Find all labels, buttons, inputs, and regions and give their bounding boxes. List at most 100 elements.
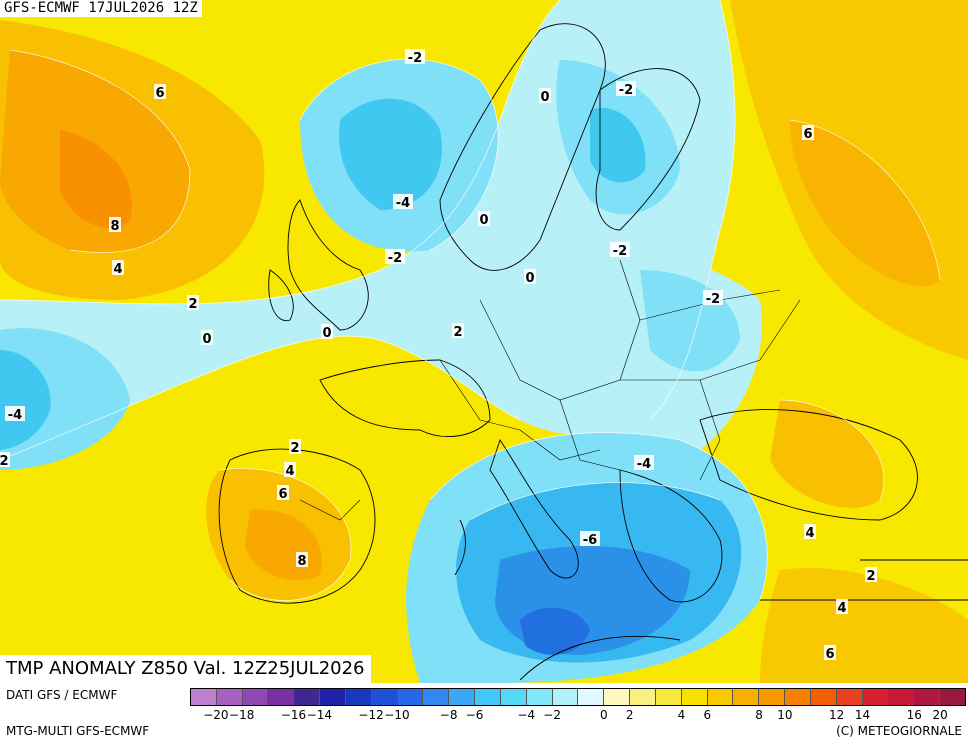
legend-swatch <box>449 689 476 705</box>
legend-swatch <box>888 689 915 705</box>
legend-swatch <box>475 689 501 705</box>
legend-swatch <box>707 689 734 705</box>
legend-swatch <box>578 689 605 705</box>
contour-label: -4 <box>8 408 22 423</box>
legend-swatch <box>810 689 837 705</box>
legend-swatch <box>733 689 760 705</box>
legend-swatch <box>191 689 217 705</box>
contour-label: 2 <box>866 569 875 584</box>
model-label: MTG-MULTI GFS-ECMWF <box>6 724 150 738</box>
color-scale-ticks: −20 −18 −16 −14 −12 −10 −8 −6 −4 −2 0 2 4 6 8 10 12 14 16 2… <box>190 708 966 724</box>
contour-label-bg <box>385 249 405 264</box>
contour-label-bg <box>865 567 877 582</box>
legend-swatch <box>836 689 863 705</box>
contour-label: -2 <box>619 83 633 98</box>
contour-label-bg <box>289 439 301 454</box>
legend-tick-label: 12 <box>829 708 845 722</box>
contour-label-bg <box>824 645 836 660</box>
contour-label: 8 <box>110 219 119 234</box>
legend-tick-label: −12 <box>358 708 384 722</box>
legend-swatch <box>604 689 631 705</box>
legend-swatch <box>681 689 708 705</box>
contour-label-bg <box>154 84 166 99</box>
contour-label-bg <box>5 406 25 421</box>
legend-swatch <box>423 689 450 705</box>
legend-swatch <box>500 689 527 705</box>
legend-tick-label: 14 <box>854 708 871 722</box>
legend-tick-label: −6 <box>465 708 484 722</box>
contour-label: 2 <box>0 454 9 469</box>
contour-label: 0 <box>202 332 211 347</box>
legend-swatch <box>759 689 786 705</box>
legend-swatch <box>785 689 811 705</box>
legend-swatch <box>552 689 579 705</box>
contour-label: -2 <box>706 292 720 307</box>
data-source-label: DATI GFS / ECMWF <box>6 688 118 702</box>
contour-label-bg <box>703 290 723 305</box>
copyright-credit: (C) METEOGIORNALE <box>836 724 962 738</box>
legend-tick-label: 16 <box>906 708 922 722</box>
color-scale-legend <box>190 688 966 706</box>
legend-tick-label: −16 <box>280 708 307 722</box>
legend-swatch <box>320 689 346 705</box>
contour-label: 0 <box>322 326 331 341</box>
legend-tick-label: −18 <box>229 708 255 722</box>
contour-label: -4 <box>637 457 651 472</box>
contour-label-bg <box>616 81 636 96</box>
contour-label: -6 <box>583 533 597 548</box>
legend-tick-label: 6 <box>703 708 712 722</box>
legend-tick-label: −10 <box>384 708 410 722</box>
legend-swatch <box>216 689 243 705</box>
contour-label: 6 <box>825 647 834 662</box>
contour-label: -2 <box>388 251 402 266</box>
contour-label: 4 <box>113 262 122 277</box>
contour-label-bg <box>393 194 413 209</box>
anomaly-map: 6 8 4 2 0 -4 2 -2 -4 -2 0 0 0 -2 -2 -2 0 2 6 2 4 6 8 -4 -6 4 2 4 6 <box>0 0 968 683</box>
contour-label-bg <box>405 49 425 64</box>
contour-label: 4 <box>285 464 294 479</box>
contour-label-bg <box>0 452 10 467</box>
contour-label: -2 <box>408 51 422 66</box>
legend-tick-label: 10 <box>777 708 793 722</box>
run-label: GFS-ECMWF 17JUL2026 12Z <box>0 0 202 17</box>
contour-label: 0 <box>540 90 549 105</box>
legend-tick-label: 20 <box>932 708 948 722</box>
legend-swatch <box>294 689 321 705</box>
contour-label: 0 <box>479 213 488 228</box>
legend-swatch <box>862 689 889 705</box>
legend-tick-label: −20 <box>203 708 229 722</box>
legend-swatch <box>371 689 398 705</box>
legend-tick-label: −2 <box>543 708 561 722</box>
contour-label-bg <box>478 211 490 226</box>
contour-label-bg <box>580 531 600 546</box>
legend-tick-label: −8 <box>439 708 458 722</box>
contour-label: 8 <box>297 554 306 569</box>
legend-swatch <box>655 689 682 705</box>
legend-swatch <box>526 689 553 705</box>
contour-label-bg <box>277 485 289 500</box>
legend-swatch <box>242 689 269 705</box>
contour-label: 4 <box>837 601 846 616</box>
contour-label-bg <box>610 242 630 257</box>
legend-tick-label: −4 <box>517 708 536 722</box>
contour-label-bg <box>284 462 296 477</box>
contour-label-bg <box>112 260 124 275</box>
legend-tick-label: 2 <box>625 708 634 722</box>
contour-label-bg <box>187 295 199 310</box>
contour-label: 2 <box>453 325 462 340</box>
contour-label-bg <box>109 217 121 232</box>
contour-label-bg <box>634 455 654 470</box>
contour-label-bg <box>452 323 464 338</box>
legend-swatch <box>345 689 372 705</box>
contour-label-bg <box>836 599 848 614</box>
contour-label: 4 <box>805 526 814 541</box>
contour-label: 0 <box>525 271 534 286</box>
contour-label: 6 <box>803 127 812 142</box>
contour-label-bg <box>321 324 333 339</box>
legend-swatch <box>630 689 656 705</box>
legend-swatch <box>397 689 424 705</box>
legend-swatch <box>914 689 941 705</box>
contour-label-bg <box>804 524 816 539</box>
contour-label-bg <box>524 269 536 284</box>
legend-tick-label: 8 <box>755 708 763 722</box>
